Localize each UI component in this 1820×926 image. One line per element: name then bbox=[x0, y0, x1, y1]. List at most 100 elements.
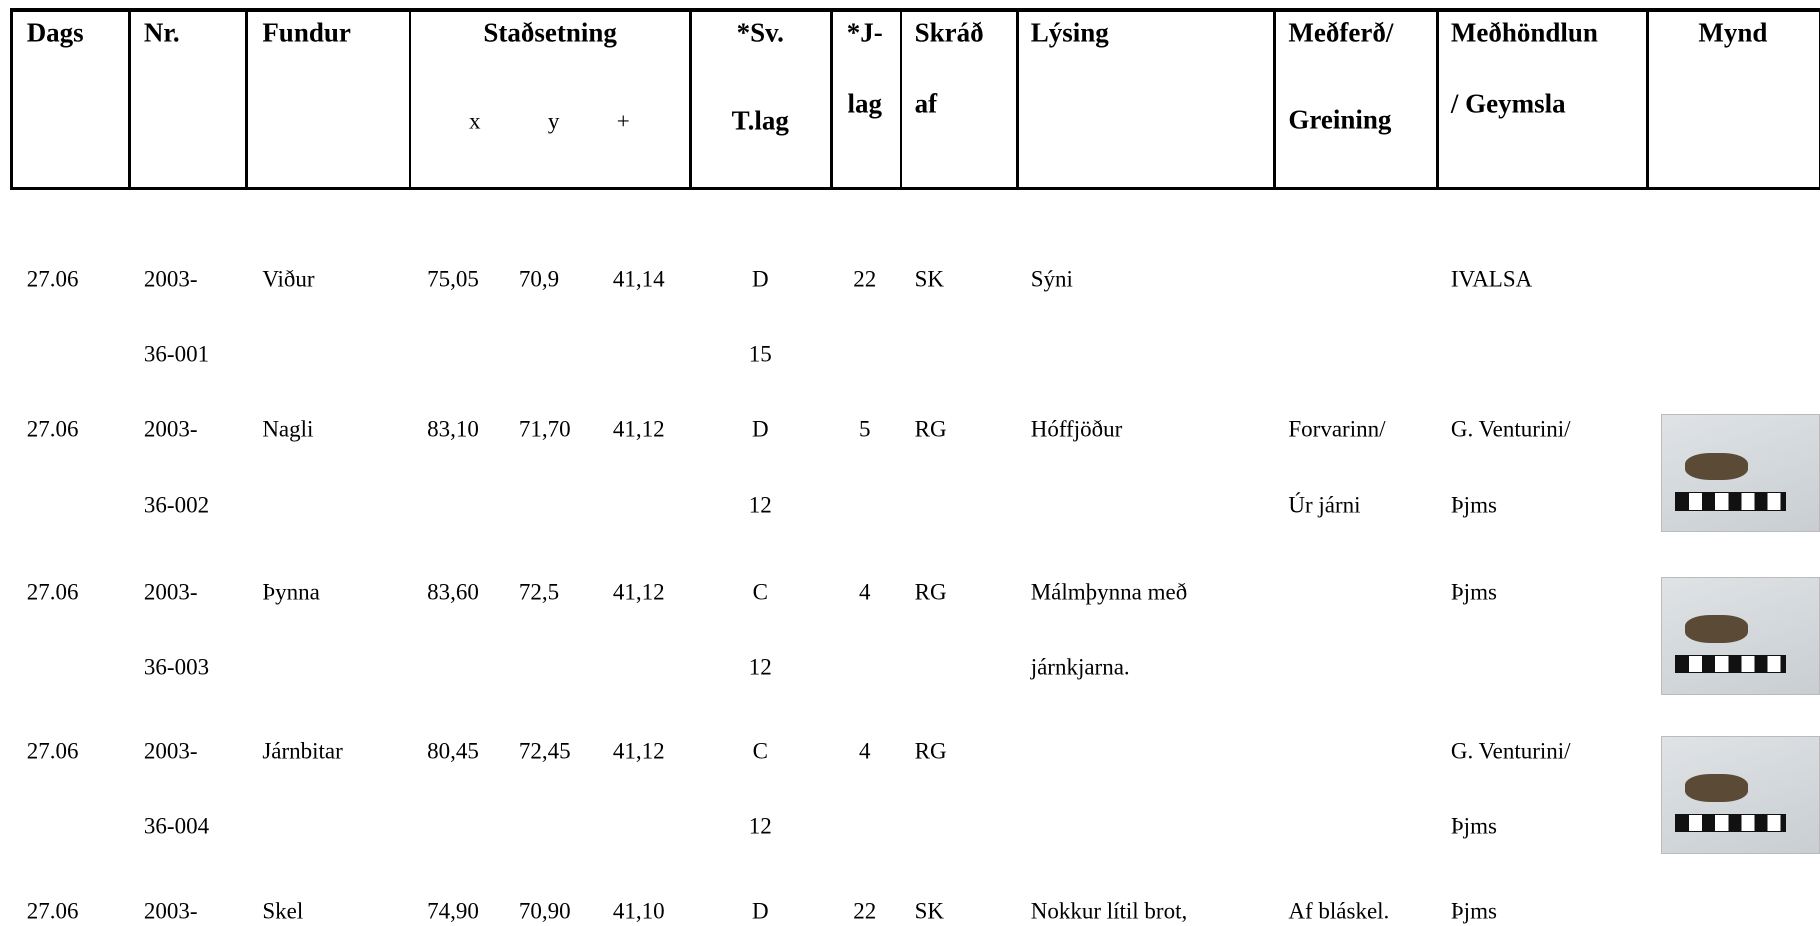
column-rule bbox=[1435, 8, 1439, 191]
column-header: Greining bbox=[1288, 104, 1392, 135]
cell-y: 70,9 bbox=[518, 266, 560, 292]
cell-layer: C bbox=[752, 579, 768, 605]
cell-store: Þjms bbox=[1450, 813, 1497, 839]
column-rule bbox=[1015, 8, 1019, 191]
cell-layer: 12 bbox=[748, 654, 772, 680]
cell-z: 41,10 bbox=[612, 898, 665, 924]
cell-nr: 36-002 bbox=[143, 492, 210, 518]
column-header: lag bbox=[847, 88, 882, 119]
column-rule bbox=[689, 8, 693, 191]
find-photo bbox=[1660, 735, 1820, 854]
cell-layer: 12 bbox=[748, 492, 772, 518]
cell-z: 41,12 bbox=[612, 416, 665, 442]
column-subheader: + bbox=[616, 108, 630, 134]
column-header: *J- bbox=[846, 17, 883, 47]
cell-jlayer: 22 bbox=[853, 898, 877, 924]
cell-by: SK bbox=[914, 266, 945, 292]
column-header: / Geymsla bbox=[1450, 88, 1566, 119]
cell-store: Þjms bbox=[1450, 579, 1497, 605]
cell-desc: Hóffjöður bbox=[1030, 416, 1123, 442]
cell-by: RG bbox=[914, 579, 947, 605]
cell-find: Nagli bbox=[262, 416, 314, 442]
cell-y: 71,70 bbox=[518, 416, 571, 442]
cell-jlayer: 4 bbox=[858, 738, 871, 764]
column-rule bbox=[10, 8, 14, 191]
cell-treat: Forvarinn/ bbox=[1288, 416, 1386, 442]
cell-treat: Af bláskel. bbox=[1288, 898, 1390, 924]
cell-jlayer: 5 bbox=[858, 416, 871, 442]
cell-date: 27.06 bbox=[26, 738, 79, 764]
cell-desc: Málmþynna með bbox=[1030, 579, 1188, 605]
cell-nr: 2003- bbox=[143, 898, 198, 924]
cell-x: 83,10 bbox=[427, 416, 479, 442]
column-header: Mynd bbox=[1698, 17, 1768, 47]
cell-store: G. Venturini/ bbox=[1450, 738, 1571, 764]
column-header: Meðhöndlun bbox=[1450, 17, 1598, 47]
column-header: Meðferð/ bbox=[1288, 17, 1394, 47]
cell-find: Viður bbox=[262, 266, 315, 292]
column-header: Lýsing bbox=[1030, 17, 1109, 47]
cell-nr: 36-003 bbox=[143, 654, 210, 680]
cell-jlayer: 22 bbox=[853, 266, 877, 292]
cell-layer: D bbox=[751, 416, 769, 442]
header-bottom-rule bbox=[11, 186, 1820, 191]
cell-nr: 36-001 bbox=[143, 341, 210, 367]
column-rule bbox=[1818, 8, 1820, 191]
cell-x: 83,60 bbox=[427, 579, 479, 605]
cell-by: RG bbox=[914, 738, 947, 764]
cell-layer: 12 bbox=[748, 813, 772, 839]
cell-store: Þjms bbox=[1450, 898, 1497, 924]
find-photo bbox=[1660, 414, 1820, 533]
cell-by: RG bbox=[914, 416, 947, 442]
column-header: Staðsetning bbox=[483, 17, 617, 47]
cell-layer: D bbox=[751, 898, 769, 924]
column-header: *Sv. bbox=[736, 17, 784, 47]
column-rule bbox=[1273, 8, 1277, 191]
cell-nr: 36-004 bbox=[143, 813, 210, 839]
column-rule bbox=[244, 8, 248, 191]
column-subheader: y bbox=[547, 108, 560, 134]
column-rule bbox=[1645, 8, 1649, 191]
cell-x: 80,45 bbox=[427, 738, 479, 764]
column-rule bbox=[829, 8, 833, 191]
cell-date: 27.06 bbox=[26, 266, 79, 292]
column-header: T.lag bbox=[731, 105, 789, 136]
cell-z: 41,12 bbox=[612, 579, 665, 605]
cell-jlayer: 4 bbox=[858, 579, 871, 605]
column-header: Dags bbox=[26, 17, 84, 47]
column-subheader: x bbox=[468, 108, 481, 134]
column-rule bbox=[127, 8, 131, 191]
cell-desc: Nokkur lítil brot, bbox=[1030, 898, 1188, 924]
column-header: Nr. bbox=[143, 17, 180, 47]
find-photo bbox=[1660, 576, 1820, 695]
cell-y: 70,90 bbox=[518, 898, 571, 924]
column-rule bbox=[899, 8, 903, 191]
cell-layer: 15 bbox=[748, 341, 772, 367]
cell-date: 27.06 bbox=[26, 579, 79, 605]
cell-date: 27.06 bbox=[26, 898, 79, 924]
cell-treat: Úr járni bbox=[1288, 492, 1361, 518]
cell-desc: Sýni bbox=[1030, 266, 1073, 292]
cell-store: G. Venturini/ bbox=[1450, 416, 1571, 442]
cell-nr: 2003- bbox=[143, 416, 198, 442]
cell-nr: 2003- bbox=[143, 579, 198, 605]
column-rule bbox=[408, 8, 412, 191]
cell-store: IVALSA bbox=[1450, 266, 1533, 292]
cell-y: 72,5 bbox=[518, 579, 560, 605]
cell-store: Þjms bbox=[1450, 492, 1497, 518]
cell-date: 27.06 bbox=[26, 416, 79, 442]
cell-z: 41,12 bbox=[612, 738, 665, 764]
cell-y: 72,45 bbox=[518, 738, 571, 764]
column-header: Fundur bbox=[262, 17, 351, 47]
cell-layer: C bbox=[752, 738, 768, 764]
cell-find: Járnbitar bbox=[262, 738, 343, 764]
cell-z: 41,14 bbox=[612, 266, 665, 292]
cell-nr: 2003- bbox=[143, 738, 198, 764]
cell-x: 74,90 bbox=[427, 898, 479, 924]
column-header: af bbox=[914, 88, 938, 119]
cell-layer: D bbox=[751, 266, 769, 292]
cell-by: SK bbox=[914, 898, 945, 924]
cell-find: Þynna bbox=[262, 579, 320, 605]
header-top-rule bbox=[11, 8, 1820, 12]
